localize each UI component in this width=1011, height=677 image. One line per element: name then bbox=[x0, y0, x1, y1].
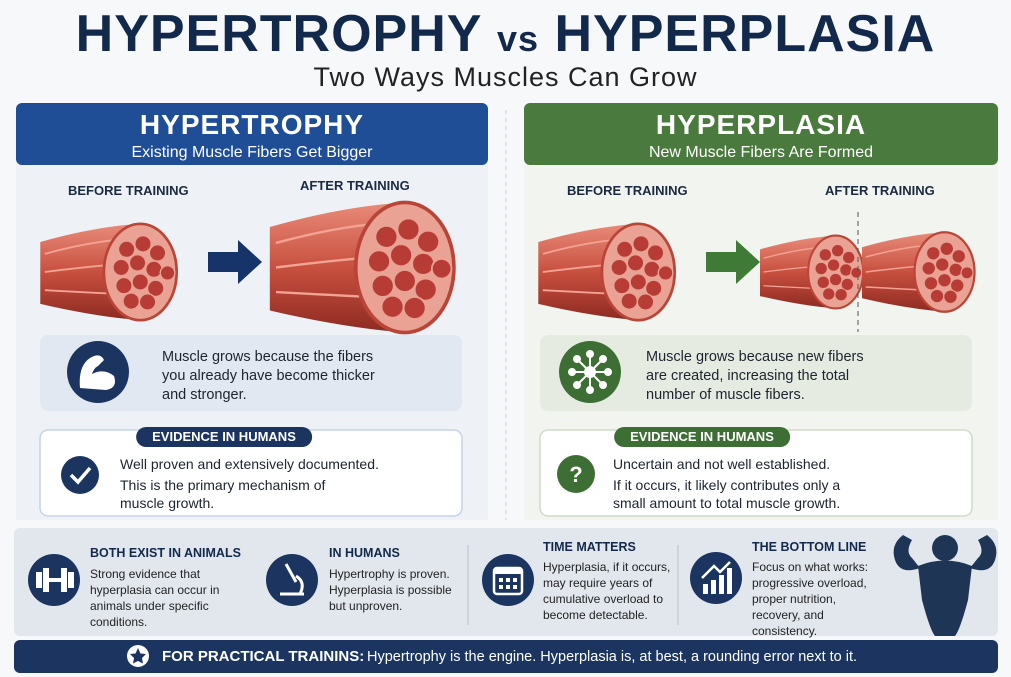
summary-heading: THE BOTTOM LINE bbox=[752, 540, 867, 554]
before-label: BEFORE TRAINING bbox=[68, 183, 189, 198]
muscle-before bbox=[38, 222, 179, 322]
panel-header: HYPERTROPHY Existing Muscle Fibers Get B… bbox=[16, 103, 488, 165]
summary-heading: BOTH EXIST IN ANIMALS bbox=[90, 546, 241, 560]
footer-bar bbox=[14, 640, 998, 673]
bodybuilder bbox=[893, 535, 997, 636]
after-label: AFTER TRAINING bbox=[825, 183, 935, 198]
arrow bbox=[706, 240, 760, 284]
icon-microscope-shape bbox=[280, 563, 304, 596]
title: HYPERTROPHY vs HYPERPLASIA bbox=[0, 4, 1011, 64]
explanation: Muscle grows because new fibers are crea… bbox=[646, 349, 864, 403]
icon-check bbox=[61, 456, 99, 494]
summary-text: Focus on what works: progressive overloa… bbox=[752, 560, 869, 638]
icon-check-shape bbox=[69, 466, 92, 485]
summary-heading: TIME MATTERS bbox=[543, 540, 636, 554]
evidence-line: This is the primary mechanism of muscle … bbox=[120, 477, 326, 511]
muscle-before bbox=[536, 222, 677, 322]
evidence-line: Well proven and extensively documented. bbox=[120, 456, 379, 472]
explanation-box bbox=[40, 335, 462, 411]
icon-growth-shape bbox=[701, 561, 732, 594]
title-vs: vs bbox=[497, 18, 540, 59]
panel-title: HYPERPLASIA bbox=[655, 109, 867, 140]
evidence-heading: EVIDENCE IN HUMANS bbox=[136, 427, 312, 447]
icon-bicep-shape bbox=[79, 355, 115, 390]
summary-text: Strong evidence that hyperplasia can occ… bbox=[90, 567, 220, 629]
explanation: Muscle grows because the fibers you alre… bbox=[162, 349, 375, 403]
icon-calendar-shape bbox=[492, 566, 524, 596]
title-right: HYPERPLASIA bbox=[554, 5, 936, 63]
muscle-after bbox=[862, 230, 977, 314]
panel-header: HYPERPLASIA New Muscle Fibers Are Formed bbox=[524, 103, 998, 165]
after-label: AFTER TRAINING bbox=[300, 178, 410, 193]
icon-microscope bbox=[266, 554, 318, 606]
icon-dumbbell-shape bbox=[36, 568, 74, 592]
icon-star-shape bbox=[130, 648, 146, 664]
footer-text: Hypertrophy is the engine. Hyperplasia i… bbox=[367, 649, 858, 665]
icon-question-mark: ? bbox=[569, 462, 582, 487]
subtitle: Two Ways Muscles Can Grow bbox=[313, 62, 698, 92]
muscle-after bbox=[268, 200, 456, 335]
footer-label: FOR PRACTICAL TRAININS: bbox=[162, 648, 365, 665]
arrow bbox=[208, 240, 262, 284]
icon-question bbox=[557, 455, 595, 493]
panel-subtitle: Existing Muscle Fibers Get Bigger bbox=[131, 144, 373, 161]
panel-title: HYPERTROPHY bbox=[139, 109, 365, 140]
explanation-box bbox=[540, 335, 972, 411]
before-label: BEFORE TRAINING bbox=[567, 183, 688, 198]
icon-network-shape bbox=[568, 350, 612, 394]
summary-text: Hypertrophy is proven. Hyperplasia is po… bbox=[329, 567, 452, 613]
evidence-line: Uncertain and not well established. bbox=[613, 456, 831, 472]
evidence-heading: EVIDENCE IN HUMANS bbox=[614, 427, 790, 447]
summary-text: Hyperplasia, if it occurs, may require y… bbox=[543, 560, 671, 622]
title-left: HYPERTROPHY bbox=[75, 5, 482, 63]
evidence-line: If it occurs, it likely contributes only… bbox=[613, 477, 841, 511]
muscle-after bbox=[760, 233, 865, 311]
summary-heading: IN HUMANS bbox=[329, 546, 400, 560]
icon-growth bbox=[690, 552, 742, 604]
panel-subtitle: New Muscle Fibers Are Formed bbox=[648, 144, 874, 161]
